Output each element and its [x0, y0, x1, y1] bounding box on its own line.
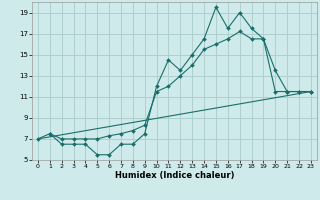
X-axis label: Humidex (Indice chaleur): Humidex (Indice chaleur) [115, 171, 234, 180]
